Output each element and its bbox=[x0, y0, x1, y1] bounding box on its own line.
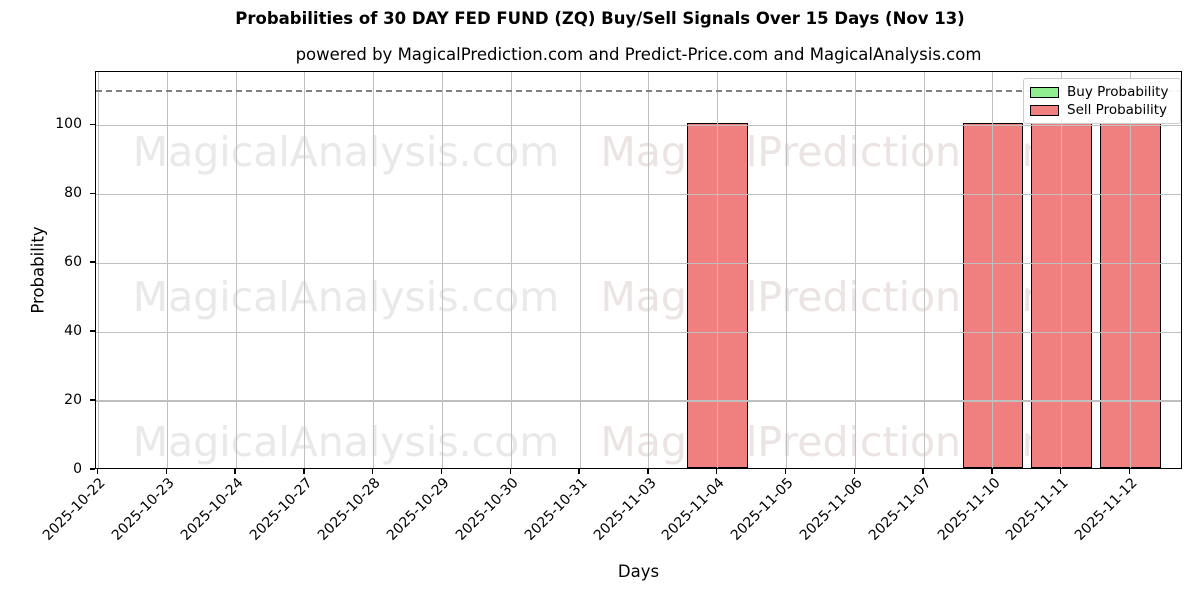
x-tick-mark bbox=[371, 469, 374, 474]
vertical-gridline bbox=[992, 72, 994, 468]
x-axis-label: Days bbox=[617, 562, 660, 581]
y-tick-label: 100 bbox=[55, 116, 82, 133]
y-tick-mark bbox=[90, 192, 95, 195]
vertical-gridline bbox=[717, 72, 719, 468]
y-tick-mark bbox=[90, 399, 95, 401]
buy-swatch-icon bbox=[1030, 86, 1059, 98]
legend-entry-sell: Sell Probability bbox=[1030, 101, 1174, 119]
x-tick-label: 2025-11-10 bbox=[934, 475, 1004, 544]
horizontal-gridline bbox=[96, 193, 1181, 195]
y-tick-mark bbox=[90, 123, 95, 126]
vertical-gridline bbox=[441, 72, 444, 468]
watermark-text: MagicalAnalysis.com bbox=[132, 128, 560, 176]
x-tick-mark bbox=[647, 469, 649, 474]
x-tick-label: 2025-11-06 bbox=[796, 475, 866, 544]
vertical-gridline bbox=[648, 72, 650, 468]
x-tick-mark bbox=[440, 469, 443, 474]
x-tick-label: 2025-10-30 bbox=[452, 475, 522, 544]
x-tick-mark bbox=[234, 469, 236, 474]
y-tick-label: 60 bbox=[64, 254, 82, 271]
x-tick-label: 2025-10-31 bbox=[521, 475, 591, 544]
legend: Buy Probability Sell Probability bbox=[1023, 78, 1181, 124]
x-tick-label: 2025-11-05 bbox=[727, 475, 797, 544]
x-tick-mark bbox=[853, 469, 856, 474]
x-tick-label: 2025-11-12 bbox=[1071, 475, 1141, 544]
vertical-gridline bbox=[97, 72, 100, 468]
vertical-gridline bbox=[304, 72, 306, 468]
y-tick-label: 20 bbox=[64, 392, 82, 409]
chart-subtitle: powered by MagicalPrediction.com and Pre… bbox=[295, 45, 982, 64]
x-tick-label: 2025-10-22 bbox=[39, 475, 109, 544]
y-tick-label: 80 bbox=[64, 185, 82, 202]
x-tick-mark bbox=[1059, 469, 1062, 474]
x-tick-mark bbox=[96, 469, 99, 474]
vertical-gridline bbox=[854, 72, 856, 468]
x-tick-mark bbox=[715, 469, 718, 474]
x-tick-mark bbox=[165, 469, 168, 474]
y-tick-label: 0 bbox=[73, 461, 82, 477]
legend-label-sell: Sell Probability bbox=[1067, 102, 1168, 118]
horizontal-gridline bbox=[96, 400, 1181, 402]
x-tick-mark bbox=[578, 469, 580, 474]
vertical-gridline bbox=[166, 72, 168, 468]
x-tick-label: 2025-10-28 bbox=[315, 475, 385, 544]
chart-title: Probabilities of 30 DAY FED FUND (ZQ) Bu… bbox=[235, 9, 965, 28]
x-tick-label: 2025-11-07 bbox=[865, 475, 935, 544]
watermark-text: MagicalAnalysis.com bbox=[132, 418, 560, 466]
vertical-gridline bbox=[1129, 72, 1132, 468]
vertical-gridline bbox=[579, 72, 581, 468]
legend-entry-buy: Buy Probability bbox=[1030, 83, 1174, 101]
horizontal-gridline bbox=[96, 262, 1181, 264]
plot-area: MagicalAnalysis.com MagicalPrediction.com… bbox=[95, 71, 1182, 469]
x-tick-mark bbox=[922, 469, 924, 474]
legend-label-buy: Buy Probability bbox=[1067, 84, 1169, 100]
x-tick-mark bbox=[991, 469, 993, 474]
horizontal-gridline bbox=[96, 124, 1181, 126]
x-tick-label: 2025-11-11 bbox=[1003, 475, 1073, 544]
y-tick-mark bbox=[90, 261, 95, 263]
y-tick-mark bbox=[90, 330, 95, 332]
y-tick-label: 40 bbox=[64, 323, 82, 340]
dashed-threshold-line bbox=[96, 90, 1181, 92]
x-tick-mark bbox=[1128, 469, 1131, 474]
x-tick-label: 2025-11-03 bbox=[590, 475, 660, 544]
watermark-text: MagicalAnalysis.com bbox=[132, 273, 560, 321]
x-tick-label: 2025-10-27 bbox=[246, 475, 316, 544]
x-tick-label: 2025-10-29 bbox=[383, 475, 453, 544]
vertical-gridline bbox=[785, 72, 788, 468]
y-tick-mark bbox=[90, 468, 95, 470]
vertical-gridline bbox=[1061, 72, 1063, 468]
vertical-gridline bbox=[510, 72, 512, 468]
x-tick-mark bbox=[784, 469, 787, 474]
vertical-gridline bbox=[373, 72, 375, 468]
x-tick-label: 2025-11-04 bbox=[659, 475, 729, 544]
vertical-gridline bbox=[235, 72, 237, 468]
x-tick-mark bbox=[303, 469, 305, 474]
horizontal-gridline bbox=[96, 331, 1181, 333]
x-tick-label: 2025-10-24 bbox=[177, 475, 247, 544]
vertical-gridline bbox=[923, 72, 925, 468]
sell-swatch-icon bbox=[1030, 104, 1059, 116]
x-tick-label: 2025-10-23 bbox=[108, 475, 178, 544]
x-tick-mark bbox=[509, 469, 512, 474]
